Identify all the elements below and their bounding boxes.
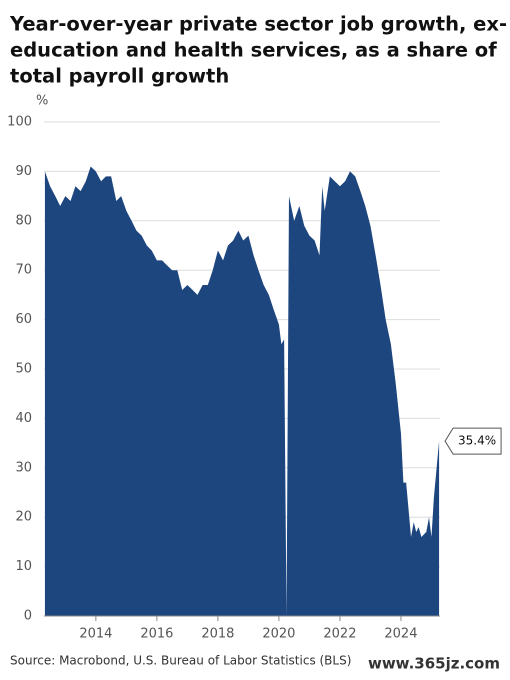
y-tick-label: 40 <box>15 411 32 426</box>
y-tick-label: 70 <box>15 263 32 278</box>
last-value-label: 35.4% <box>458 434 496 448</box>
y-tick-label: 90 <box>15 164 32 179</box>
callout-box <box>444 427 502 455</box>
y-tick-label: 10 <box>15 559 32 574</box>
chart-title: Year-over-year private sector job growth… <box>9 13 507 36</box>
x-tick-label: 2020 <box>262 627 295 642</box>
y-tick-label: 80 <box>15 213 32 228</box>
y-tick-label: 30 <box>15 460 32 475</box>
x-tick-label: 2016 <box>140 627 173 642</box>
x-tick-label: 2022 <box>323 627 356 642</box>
y-tick-label: 50 <box>15 362 32 377</box>
x-tick-label: 2024 <box>384 627 417 642</box>
chart-title: education and health services, as a shar… <box>10 39 497 62</box>
source: Source: Macrobond, U.S. Bureau of Labor … <box>10 654 351 668</box>
watermark: www.365jz.com <box>368 655 500 673</box>
x-tick-label: 2018 <box>201 627 234 642</box>
y-tick-label: 100 <box>7 115 32 130</box>
y-tick-label: 0 <box>24 609 32 624</box>
y-tick-label: 60 <box>15 312 32 327</box>
y-axis-label: % <box>36 94 48 109</box>
x-tick-label: 2014 <box>79 627 112 642</box>
area <box>44 166 440 616</box>
y-tick-label: 20 <box>15 510 32 525</box>
chart-title: total payroll growth <box>10 65 229 88</box>
